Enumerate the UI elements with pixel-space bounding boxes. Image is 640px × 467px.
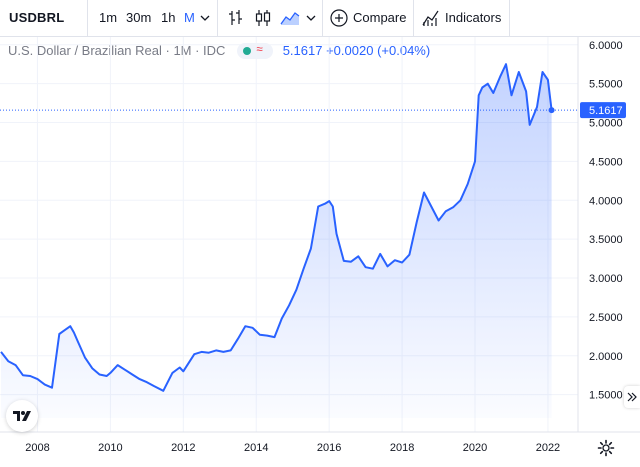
- interval-1h-button[interactable]: 1h: [161, 10, 176, 25]
- time-axis-tick-label: 2012: [171, 442, 195, 454]
- price-series-line: [0, 63, 553, 392]
- double-chevron-right-icon: [627, 392, 637, 402]
- legend-title: U.S. Dollar / Brazilian Real · 1M · IDC: [8, 43, 226, 58]
- time-axis-tick-label: 2008: [25, 442, 49, 454]
- gear-icon: [597, 439, 615, 457]
- price-axis-tick-label: 4.0000: [589, 195, 623, 207]
- tradingview-logo[interactable]: [6, 400, 38, 432]
- chevron-down-icon[interactable]: [199, 8, 211, 33]
- add-compare-icon[interactable]: [329, 8, 349, 33]
- time-axis-tick-label: 2010: [98, 442, 122, 454]
- time-axis-tick-label: 2014: [244, 442, 268, 454]
- toolbar-divider: [217, 0, 218, 36]
- price-axis-tick-label: 5.0000: [589, 118, 623, 130]
- tradingview-logo-icon: [13, 411, 31, 421]
- legend-change: +0.0020: [326, 43, 374, 58]
- symbol-search-button[interactable]: USDBRL: [9, 10, 65, 25]
- interval-1m-button[interactable]: 1m: [99, 10, 118, 25]
- area-chart-type-icon[interactable]: [280, 8, 300, 33]
- toolbar-divider: [322, 0, 323, 36]
- indicators-icon[interactable]: [421, 8, 441, 33]
- time-axis-tick-label: 2018: [390, 442, 414, 454]
- bar-chart-type-icon[interactable]: [227, 8, 245, 33]
- chart-grid: [0, 37, 578, 432]
- price-axis[interactable]: 6.0000 5.5000 5.0000 4.5000 4.0000 3.5000 3.00…: [589, 40, 623, 402]
- indicators-button[interactable]: Indicators: [445, 10, 502, 25]
- price-axis-tick-label: 2.0000: [589, 351, 623, 363]
- chevron-down-icon[interactable]: [305, 8, 317, 33]
- price-axis-tick-label: 3.0000: [589, 273, 623, 285]
- time-axis-tick-label: 2022: [536, 442, 560, 454]
- toolbar-divider: [413, 0, 414, 36]
- price-axis-tick-label: 4.5000: [589, 156, 623, 168]
- time-axis-tick-label: 2016: [317, 442, 341, 454]
- toolbar-divider: [87, 0, 88, 36]
- last-price-label-text: 5.1617: [589, 105, 623, 117]
- chart-toolbar: USDBRL 1m 30m 1h M Compare Indic: [0, 0, 640, 37]
- chart-settings-button[interactable]: [597, 439, 615, 462]
- candles-chart-type-icon[interactable]: [254, 8, 272, 33]
- market-status-badge[interactable]: ≈: [237, 41, 274, 59]
- price-axis-tick-label: 2.5000: [589, 312, 623, 324]
- price-axis-tick-label: 1.5000: [589, 390, 623, 402]
- interval-30m-button[interactable]: 30m: [126, 10, 152, 25]
- chart-legend: U.S. Dollar / Brazilian Real · 1M · IDC …: [8, 41, 431, 59]
- price-axis-tick-label: 5.5000: [589, 79, 623, 91]
- last-price-label: 5.1617: [580, 102, 626, 119]
- price-area-fill: [1, 64, 552, 418]
- data-delayed-icon: ≈: [256, 41, 263, 56]
- legend-last-price: 5.1617: [282, 43, 323, 58]
- price-axis-tick-label: 3.5000: [589, 234, 623, 246]
- scroll-to-realtime-button[interactable]: [624, 386, 640, 408]
- legend-change-percent: (+0.04%): [377, 43, 431, 58]
- time-axis[interactable]: 2008 2010 2012 2014 2016 2018 2020 2022: [25, 442, 560, 454]
- market-open-dot-icon: [243, 46, 252, 55]
- last-price-marker: [548, 107, 555, 114]
- interval-month-button[interactable]: M: [184, 10, 195, 25]
- toolbar-divider: [509, 0, 510, 36]
- time-axis-tick-label: 2020: [463, 442, 487, 454]
- compare-button[interactable]: Compare: [353, 10, 407, 25]
- price-axis-tick-label: 6.0000: [589, 40, 623, 52]
